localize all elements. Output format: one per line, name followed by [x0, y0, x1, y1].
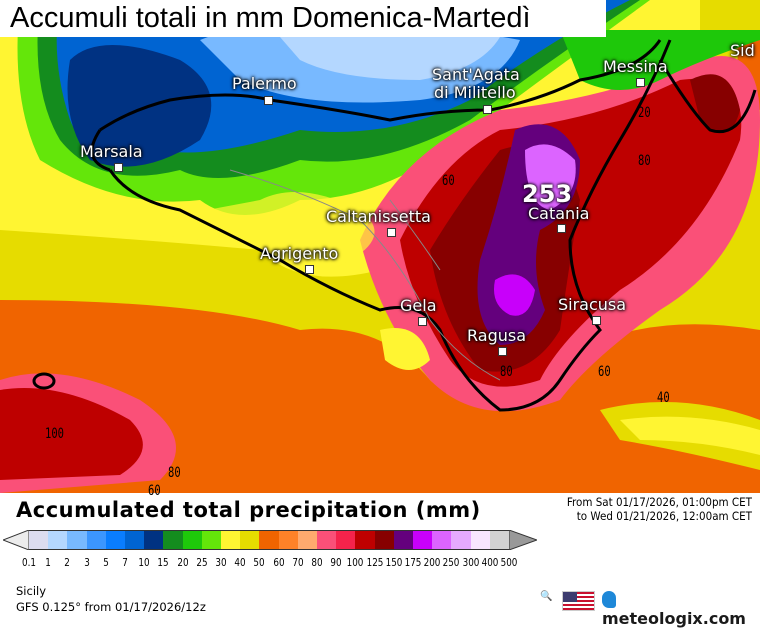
- scale-tick-label: 30: [215, 556, 227, 569]
- contour-label: 60: [442, 173, 455, 189]
- logo-drop-icon: [602, 591, 616, 608]
- scale-tick-label: 50: [253, 556, 265, 569]
- scale-tick-label: 100: [346, 556, 364, 569]
- period-from: From Sat 01/17/2026, 01:00pm CET: [566, 495, 752, 509]
- scale-color-cell: [451, 530, 472, 550]
- city-marker: [418, 317, 427, 326]
- magnifier-icon: 🔍: [540, 591, 553, 602]
- brand-text: meteologix.com: [602, 609, 746, 628]
- scale-right-arrow: [509, 530, 537, 550]
- scale-color-cell: [67, 530, 88, 550]
- scale-tick-label: 7: [122, 556, 128, 569]
- city-label-messina: Messina: [603, 57, 668, 76]
- city-marker: [114, 163, 123, 172]
- contour-label: 60: [598, 364, 611, 380]
- scale-color-cell: [86, 530, 107, 550]
- region-label: Sicily: [16, 584, 47, 598]
- scale-color-cell: [144, 530, 164, 550]
- contour-label: 80: [638, 153, 651, 169]
- city-label-gela: Gela: [400, 296, 437, 315]
- hd-zoom-button[interactable]: 🔍: [540, 591, 552, 602]
- city-label-di-militello: di Militello: [434, 83, 516, 102]
- city-marker: [387, 228, 396, 237]
- peak-value-label: 253: [522, 180, 573, 208]
- scale-color-cell: [105, 530, 126, 550]
- city-marker: [636, 78, 645, 87]
- scale-color-cell: [125, 530, 145, 550]
- city-marker: [483, 105, 492, 114]
- scale-tick-label: 0.1: [22, 556, 36, 569]
- scale-tick-label: 25: [196, 556, 208, 569]
- scale-color-cell: [432, 530, 452, 550]
- scale-color-cell: [489, 530, 510, 550]
- scale-color-cell: [221, 530, 241, 550]
- scale-tick-label: 40: [234, 556, 246, 569]
- scale-color-cell: [48, 530, 68, 550]
- period-to: to Wed 01/21/2026, 12:00am CET: [576, 509, 752, 523]
- scale-color-cell: [259, 530, 280, 550]
- scale-tick-label: 5: [102, 556, 109, 569]
- scale-tick-label: 300: [462, 556, 479, 569]
- scale-color-cell: [355, 530, 376, 550]
- contour-label: 40: [657, 390, 670, 406]
- city-label-sant-agata: Sant'Agata: [432, 65, 520, 84]
- scale-color-cell: [163, 530, 184, 550]
- scale-color-cell: [317, 530, 337, 550]
- contour-label: 60: [148, 483, 161, 499]
- legend-title: Accumulated total precipitation (mm): [16, 498, 481, 522]
- city-marker: [592, 316, 601, 325]
- scale-tick-label: 150: [385, 556, 403, 569]
- city-label-caltanissetta: Caltanissetta: [326, 207, 431, 226]
- city-marker: [264, 96, 273, 105]
- scale-color-cell: [240, 530, 260, 550]
- scale-tick-label: 90: [330, 556, 342, 569]
- meteologix-logo[interactable]: meteologix.com: [602, 590, 760, 628]
- city-marker: [498, 347, 507, 356]
- scale-tick-label: 60: [272, 556, 285, 569]
- scale-tick-label: 3: [83, 556, 90, 569]
- city-label-sid: Sid: [730, 41, 755, 60]
- scale-tick-label: 15: [157, 556, 169, 569]
- scale-color-cell: [278, 530, 299, 550]
- city-marker: [305, 265, 314, 274]
- scale-tick-label: 125: [366, 556, 383, 569]
- contour-label: 80: [500, 364, 513, 380]
- scale-color-cell: [29, 530, 49, 550]
- scale-tick-label: 80: [311, 556, 323, 569]
- city-label-palermo: Palermo: [232, 74, 297, 93]
- model-info: GFS 0.125° from 01/17/2026/12z: [16, 600, 206, 614]
- map-title: Accumuli totali in mm Domenica-Martedì: [0, 0, 606, 37]
- scale-tick-label: 500: [500, 556, 518, 569]
- us-flag-language-button[interactable]: [562, 591, 595, 611]
- contour-label: 80: [168, 465, 181, 481]
- scale-tick-label: 1: [45, 556, 51, 569]
- scale-color-cell: [393, 530, 414, 550]
- scale-color-cell: [374, 530, 395, 550]
- contour-label: 100: [45, 426, 64, 442]
- scale-color-cell: [201, 530, 222, 550]
- scale-tick-label: 200: [423, 556, 441, 569]
- scale-tick-label: 250: [442, 556, 460, 569]
- scale-tick-label: 10: [138, 556, 150, 569]
- scale-tick-label: 20: [176, 556, 189, 569]
- scale-color-cell: [182, 530, 203, 550]
- scale-left-arrow: [3, 530, 29, 550]
- city-label-siracusa: Siracusa: [558, 295, 627, 314]
- contour-label: 20: [638, 105, 651, 121]
- city-marker: [557, 224, 566, 233]
- scale-color-cell: [336, 530, 356, 550]
- period-text: From Sat 01/17/2026, 01:00pm CET to Wed …: [567, 495, 752, 523]
- city-label-catania: Catania: [528, 204, 590, 223]
- scale-tick-label: 70: [292, 556, 304, 569]
- city-label-agrigento: Agrigento: [260, 244, 339, 263]
- scale-tick-label: 2: [64, 556, 71, 569]
- scale-color-cell: [297, 530, 318, 550]
- precipitation-map[interactable]: [0, 0, 760, 493]
- scale-color-cell: [470, 530, 491, 550]
- scale-color-cell: [413, 530, 433, 550]
- city-label-ragusa: Ragusa: [467, 326, 527, 345]
- city-label-marsala: Marsala: [80, 142, 143, 161]
- scale-tick-label: 175: [404, 556, 422, 569]
- scale-tick-label: 400: [481, 556, 499, 569]
